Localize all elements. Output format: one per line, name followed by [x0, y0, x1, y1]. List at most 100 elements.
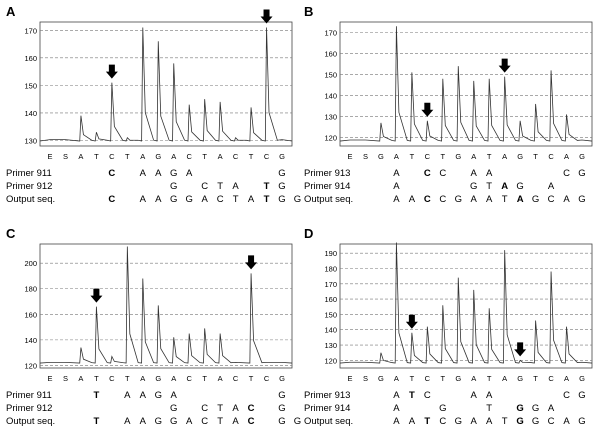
panel-b: B 120 130 140 150 160 170 E S G A T C T G A T A G T C A G Pri…	[300, 0, 600, 222]
sequence-base: A	[155, 168, 162, 179]
dispensation-base-label: A	[218, 374, 223, 383]
dispensation-base-label: A	[502, 374, 507, 383]
sequence-row: Primer 912 G C T A C G	[6, 403, 296, 415]
y-tick-label: 130	[324, 341, 337, 350]
sequence-base: G	[185, 194, 193, 205]
sequence-base: C	[201, 416, 209, 427]
sequence-base: A	[408, 416, 416, 427]
sequence-base: A	[563, 416, 570, 427]
dispensation-base-label: G	[579, 152, 585, 161]
y-tick-label: 180	[324, 264, 337, 273]
signal-trace	[339, 242, 593, 364]
dispensation-base-label: C	[548, 374, 554, 383]
sequence-base: A	[501, 181, 509, 192]
y-tick-label: 140	[324, 326, 337, 335]
sequence-row: Primer 913 A T C A A C G	[304, 390, 594, 402]
sequence-base: G	[578, 168, 586, 179]
dispensation-base-label: T	[441, 152, 446, 161]
sequence-base: T	[93, 390, 100, 401]
dispensation-base-label: A	[471, 374, 476, 383]
dispensation-base-label: A	[218, 152, 223, 161]
dispensation-base-label: G	[279, 152, 285, 161]
sequence-base: T	[217, 181, 224, 192]
dispensation-base-label: A	[394, 374, 399, 383]
sequence-base: G	[439, 403, 447, 414]
y-tick-label: 160	[324, 295, 337, 304]
dispensation-base-label: E	[47, 152, 52, 161]
dispensation-base-label: C	[548, 152, 554, 161]
sequence-base: A	[486, 194, 493, 205]
dispensation-base-label: G	[155, 374, 161, 383]
row-label: Output seq.	[304, 416, 354, 427]
sequence-base: A	[547, 181, 555, 192]
sequence-base: G	[170, 403, 178, 414]
sequence-base: A	[516, 194, 524, 205]
sequence-base: C	[423, 194, 431, 205]
sequence-base: T	[263, 194, 270, 205]
sequence-base: G	[578, 416, 586, 427]
sequence-base: A	[201, 194, 208, 205]
dispensation-base-label: T	[410, 374, 415, 383]
dispensation-base-label: T	[533, 374, 538, 383]
y-tick-label: 170	[24, 26, 37, 35]
sequence-base: A	[186, 416, 193, 427]
arrow-icon	[245, 255, 258, 270]
y-tick-label: 140	[24, 109, 37, 118]
sequence-base: G	[454, 416, 462, 427]
sequence-base: G	[531, 416, 540, 427]
y-tick-label: 120	[324, 134, 337, 143]
sequence-row: Primer 912 G C T A T G	[6, 181, 296, 193]
sequence-base: G	[454, 194, 462, 205]
signal-trace	[339, 26, 593, 142]
sequence-base: G	[470, 181, 478, 192]
sequence-base: G	[293, 416, 302, 427]
row-label: Primer 911	[6, 168, 52, 179]
sequence-base: G	[531, 403, 540, 414]
sequence-base: A	[486, 390, 493, 401]
sequence-base: G	[170, 194, 178, 205]
sequence-base: G	[278, 168, 286, 179]
sequence-row: Output seq. A A C C G A A T A G C A G	[304, 194, 594, 206]
sequence-base: A	[139, 168, 146, 179]
dispensation-base-label: G	[378, 374, 384, 383]
dispensation-base-label: E	[47, 374, 52, 383]
sequence-base: A	[486, 416, 493, 427]
sequence-row: Primer 911 C A A G A G	[6, 168, 296, 180]
dispensation-base-label: G	[517, 152, 523, 161]
sequence-base: A	[155, 194, 162, 205]
arrow-icon	[260, 9, 273, 24]
sequence-base: A	[232, 181, 239, 192]
y-tick-label: 120	[24, 361, 37, 370]
dispensation-base-label: A	[502, 152, 507, 161]
sequence-base: A	[470, 168, 477, 179]
y-tick-label: 150	[324, 71, 337, 80]
dispensation-base-label: C	[425, 152, 431, 161]
dispensation-base-label: G	[155, 152, 161, 161]
sequence-base: C	[439, 168, 447, 179]
y-tick-label: 120	[324, 356, 337, 365]
sequence-base: A	[393, 416, 400, 427]
dispensation-base-label: S	[63, 152, 68, 161]
dispensation-base-label: C	[233, 152, 239, 161]
y-tick-label: 140	[324, 92, 337, 101]
dispensation-base-label: A	[564, 152, 569, 161]
dispensation-base-label: S	[363, 374, 368, 383]
sequence-base: A	[186, 168, 193, 179]
dispensation-base-label: A	[394, 152, 399, 161]
panel-a: A 130 140 150 160 170 E S A T C T A G A C T A C T C G Primer…	[0, 0, 301, 222]
panel-c: C 120 140 160 180 200 E S A T C T A G A C T A C T C G Primer…	[0, 222, 302, 444]
arrow-icon	[405, 314, 418, 329]
sequence-row: Primer 914 A G T G G A	[304, 403, 594, 415]
sequence-base: A	[547, 403, 555, 414]
dispensation-base-label: G	[279, 374, 285, 383]
sequence-base: T	[501, 416, 508, 427]
sequence-base: C	[547, 416, 555, 427]
sequence-row: Primer 914 A G T A G A	[304, 181, 594, 193]
dispensation-base-label: E	[347, 152, 352, 161]
sequence-base: G	[278, 194, 286, 205]
dispensation-base-label: C	[264, 152, 270, 161]
sequence-base: A	[393, 181, 400, 192]
dispensation-base-label: G	[455, 152, 461, 161]
sequence-base: G	[531, 194, 540, 205]
sequence-base: T	[263, 181, 270, 192]
